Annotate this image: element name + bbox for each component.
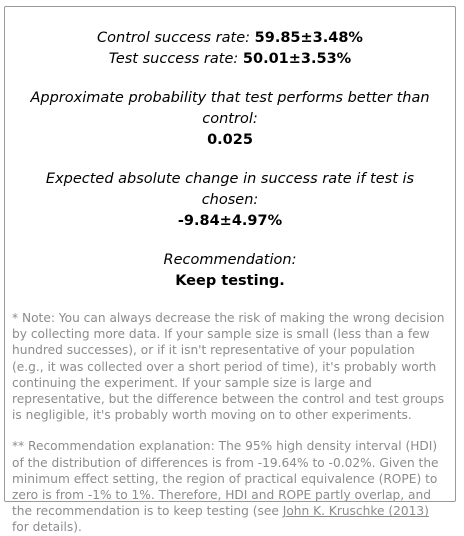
notes-section: * Note: You can always decrease the risk… bbox=[5, 310, 455, 536]
probability-value: 0.025 bbox=[207, 132, 253, 148]
explanation-text: ** Recommendation explanation: The 95% h… bbox=[12, 439, 439, 519]
kruschke-reference-link[interactable]: John K. Kruschke (2013) bbox=[282, 504, 429, 519]
test-rate-line: Test success rate: 50.01±3.53% bbox=[5, 49, 455, 70]
probability-block: Approximate probability that test perfor… bbox=[5, 88, 455, 151]
expected-change-value: -9.84±4.97% bbox=[177, 213, 283, 229]
expected-change-question: Expected absolute change in success rate… bbox=[45, 171, 415, 208]
recommendation-value: Keep testing. bbox=[175, 273, 285, 289]
explanation-text-end: for details). bbox=[12, 520, 82, 535]
recommendation-explanation-note: ** Recommendation explanation: The 95% h… bbox=[12, 438, 447, 535]
results-panel: Control success rate: 59.85±3.48% Test s… bbox=[4, 6, 456, 534]
recommendation-label: Recommendation: bbox=[163, 252, 297, 268]
probability-question: Approximate probability that test perfor… bbox=[30, 90, 430, 127]
recommendation-block: Recommendation: Keep testing. bbox=[5, 250, 455, 292]
control-rate-line: Control success rate: 59.85±3.48% bbox=[5, 28, 455, 49]
expected-change-block: Expected absolute change in success rate… bbox=[5, 169, 455, 232]
results-summary: Control success rate: 59.85±3.48% Test s… bbox=[5, 7, 455, 292]
success-rates: Control success rate: 59.85±3.48% Test s… bbox=[5, 28, 455, 70]
test-rate-label: Test success rate: bbox=[108, 51, 239, 67]
control-rate-value: 59.85±3.48% bbox=[254, 30, 363, 46]
test-rate-value: 50.01±3.53% bbox=[242, 51, 352, 67]
control-rate-label: Control success rate: bbox=[97, 30, 251, 46]
sample-size-note: * Note: You can always decrease the risk… bbox=[12, 311, 445, 423]
